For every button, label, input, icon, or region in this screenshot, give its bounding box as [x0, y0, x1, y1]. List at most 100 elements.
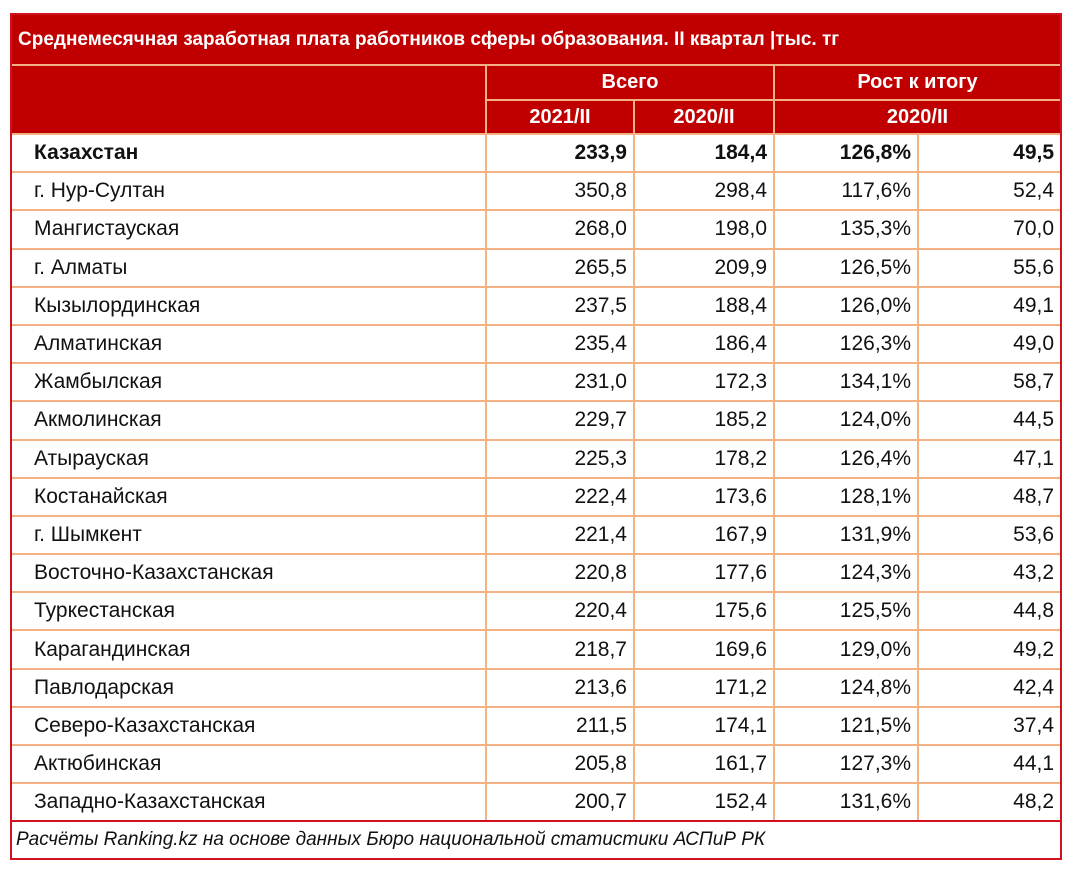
growth-diff-cell: 43,2 — [917, 553, 1061, 594]
value-2020-cell: 177,6 — [632, 553, 776, 594]
growth-diff-cell: 49,0 — [917, 323, 1061, 365]
value-2020-cell: 172,3 — [632, 362, 776, 403]
value-2020-cell: 298,4 — [632, 171, 776, 212]
region-name-cell: Мангистауская — [12, 209, 487, 250]
region-name-cell: г. Алматы — [12, 247, 487, 288]
value-2020-cell: 188,4 — [632, 285, 776, 326]
growth-percent-cell: 129,0% — [773, 629, 920, 670]
table-row: Восточно-Казахстанская 220,8 177,6 124,3% 43… — [12, 553, 1061, 594]
region-name-cell: Жамбылская — [12, 362, 487, 403]
source-footnote: Расчёты Ranking.kz на основе данных Бюро… — [16, 829, 766, 851]
header-group-growth: Рост к итогу — [773, 66, 1061, 101]
value-2020-cell: 169,6 — [632, 629, 776, 670]
value-2021-cell: 350,8 — [485, 171, 635, 212]
value-2020-cell: 209,9 — [632, 247, 776, 288]
growth-diff-cell: 49,2 — [917, 629, 1061, 670]
growth-percent-cell: 124,8% — [773, 667, 920, 708]
value-2020-cell: 171,2 — [632, 667, 776, 708]
value-2020-cell: 198,0 — [632, 209, 776, 250]
header-group-total: Всего — [484, 66, 776, 101]
growth-percent-cell: 126,5% — [773, 247, 920, 288]
growth-percent-cell: 126,8% — [773, 132, 920, 174]
growth-percent-cell: 134,1% — [773, 362, 920, 403]
growth-diff-cell: 44,1 — [917, 743, 1061, 785]
growth-diff-cell: 44,8 — [917, 591, 1061, 632]
growth-percent-cell: 126,4% — [773, 438, 920, 479]
growth-percent-cell: 117,6% — [773, 171, 920, 212]
growth-diff-cell: 44,5 — [917, 400, 1061, 441]
table-row: Алматинская 235,4 186,4 126,3% 49,0 — [12, 323, 1061, 365]
value-2021-cell: 233,9 — [485, 132, 635, 174]
table-row: Мангистауская 268,0 198,0 135,3% 70,0 — [12, 209, 1061, 250]
growth-diff-cell: 55,6 — [917, 247, 1061, 288]
value-2021-cell: 221,4 — [485, 514, 635, 556]
table-row: Карагандинская 218,7 169,6 129,0% 49,2 — [12, 629, 1061, 670]
region-name-cell: г. Шымкент — [12, 514, 487, 556]
salary-table: Всего Рост к итогу 2021/II 2020/II 2020/… — [12, 66, 1061, 823]
table-row: г. Нур-Султан 350,8 298,4 117,6% 52,4 — [12, 171, 1061, 212]
value-2021-cell: 222,4 — [485, 476, 635, 517]
table-title: Среднемесячная заработная плата работник… — [12, 15, 1060, 66]
growth-percent-cell: 135,3% — [773, 209, 920, 250]
growth-diff-cell: 49,5 — [917, 132, 1061, 174]
growth-percent-cell: 121,5% — [773, 705, 920, 747]
header-region-blank — [12, 66, 487, 135]
value-2021-cell: 235,4 — [485, 323, 635, 365]
value-2020-cell: 161,7 — [632, 743, 776, 785]
table-body: Казахстан 233,9 184,4 126,8% 49,5 г. Нур-Султ… — [12, 132, 1061, 823]
growth-percent-cell: 131,9% — [773, 514, 920, 556]
header-col-growth-2020: 2020/II — [773, 99, 1061, 135]
table-row: Павлодарская 213,6 171,2 124,8% 42,4 — [12, 667, 1061, 708]
value-2020-cell: 184,4 — [632, 132, 776, 174]
value-2021-cell: 200,7 — [485, 782, 635, 823]
value-2020-cell: 185,2 — [632, 400, 776, 441]
region-name-cell: Актюбинская — [12, 743, 487, 785]
growth-percent-cell: 125,5% — [773, 591, 920, 632]
region-name-cell: Туркестанская — [12, 591, 487, 632]
growth-percent-cell: 127,3% — [773, 743, 920, 785]
table-row: Актюбинская 205,8 161,7 127,3% 44,1 — [12, 743, 1061, 785]
table-row: Кызылординская 237,5 188,4 126,0% 49,1 — [12, 285, 1061, 326]
region-name-cell: Северо-Казахстанская — [12, 705, 487, 747]
growth-percent-cell: 124,3% — [773, 553, 920, 594]
growth-percent-cell: 131,6% — [773, 782, 920, 823]
table-row: Костанайская 222,4 173,6 128,1% 48,7 — [12, 476, 1061, 517]
table-row: Жамбылская 231,0 172,3 134,1% 58,7 — [12, 362, 1061, 403]
header-col-2021: 2021/II — [485, 99, 635, 135]
value-2020-cell: 186,4 — [632, 323, 776, 365]
region-name-cell: г. Нур-Султан — [12, 171, 487, 212]
growth-diff-cell: 58,7 — [917, 362, 1061, 403]
table-row: г. Шымкент 221,4 167,9 131,9% 53,6 — [12, 514, 1061, 556]
value-2020-cell: 152,4 — [632, 782, 776, 823]
growth-percent-cell: 126,0% — [773, 285, 920, 326]
growth-diff-cell: 48,2 — [917, 782, 1061, 823]
growth-diff-cell: 49,1 — [917, 285, 1061, 326]
table-row: Атырауская 225,3 178,2 126,4% 47,1 — [12, 438, 1061, 479]
value-2021-cell: 265,5 — [485, 247, 635, 288]
region-name-cell: Костанайская — [12, 476, 487, 517]
value-2021-cell: 220,8 — [485, 553, 635, 594]
value-2021-cell: 237,5 — [485, 285, 635, 326]
header-col-2020: 2020/II — [632, 99, 776, 135]
region-name-cell: Западно-Казахстанская — [12, 782, 487, 823]
growth-percent-cell: 126,3% — [773, 323, 920, 365]
salary-table-container: Среднемесячная заработная плата работник… — [10, 13, 1062, 861]
table-row: Северо-Казахстанская 211,5 174,1 121,5% 37,4 — [12, 705, 1061, 747]
region-name-cell: Акмолинская — [12, 400, 487, 441]
growth-diff-cell: 70,0 — [917, 209, 1061, 250]
value-2021-cell: 218,7 — [485, 629, 635, 670]
table-row: Акмолинская 229,7 185,2 124,0% 44,5 — [12, 400, 1061, 441]
value-2020-cell: 174,1 — [632, 705, 776, 747]
value-2021-cell: 211,5 — [485, 705, 635, 747]
region-name-cell: Алматинская — [12, 323, 487, 365]
value-2020-cell: 173,6 — [632, 476, 776, 517]
value-2021-cell: 231,0 — [485, 362, 635, 403]
value-2020-cell: 178,2 — [632, 438, 776, 479]
value-2021-cell: 205,8 — [485, 743, 635, 785]
value-2020-cell: 167,9 — [632, 514, 776, 556]
value-2021-cell: 225,3 — [485, 438, 635, 479]
value-2021-cell: 220,4 — [485, 591, 635, 632]
region-name-cell: Казахстан — [12, 132, 487, 174]
growth-diff-cell: 42,4 — [917, 667, 1061, 708]
region-name-cell: Восточно-Казахстанская — [12, 553, 487, 594]
